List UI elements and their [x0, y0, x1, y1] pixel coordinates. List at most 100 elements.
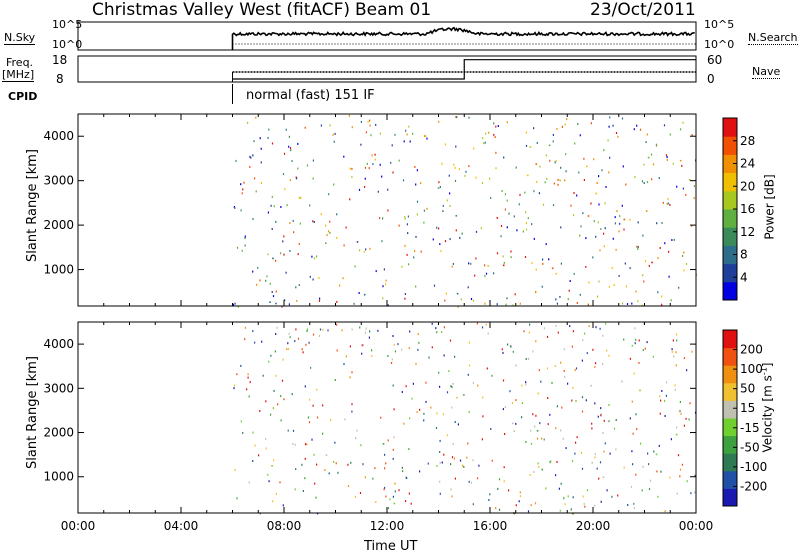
velocity-noise [361, 352, 363, 355]
power-noise [642, 234, 644, 237]
power-noise [406, 223, 408, 226]
power-noise [637, 246, 639, 248]
velocity-noise [671, 348, 673, 351]
velocity-noise [512, 350, 514, 353]
power-noise [598, 203, 600, 206]
freq-label-bottom: [MHz] [2, 68, 35, 82]
power-noise [573, 214, 575, 217]
velocity-noise [523, 330, 525, 333]
velocity-noise [676, 426, 678, 429]
velocity-noise [498, 508, 501, 511]
power-noise [513, 215, 515, 218]
power-noise [249, 155, 251, 158]
power-noise [643, 280, 645, 283]
velocity-noise [638, 361, 640, 364]
velocity-noise [537, 462, 539, 465]
velocity-noise [385, 462, 387, 465]
velocity-noise [564, 375, 566, 378]
power-noise [329, 220, 331, 223]
power-noise [656, 222, 658, 225]
power-noise [244, 235, 246, 238]
velocity-noise [252, 460, 254, 462]
power-noise [503, 156, 505, 159]
velocity-noise [677, 454, 680, 457]
power-ytick-label: 4000 [43, 129, 74, 143]
power-noise [290, 149, 292, 152]
power-noise [273, 205, 275, 208]
velocity-noise [511, 402, 514, 405]
power-noise [685, 193, 687, 196]
velocity-noise [322, 404, 324, 407]
power-noise [333, 140, 335, 143]
velocity-noise [304, 443, 307, 446]
power-noise [556, 302, 558, 305]
power-noise [270, 204, 272, 207]
power-noise [260, 182, 262, 184]
power-noise [312, 159, 314, 162]
velocity-noise [508, 489, 510, 492]
power-noise [658, 177, 660, 180]
power-cell [647, 156, 650, 159]
power-noise [328, 230, 330, 233]
cpid-label: CPID [8, 90, 38, 103]
power-noise [682, 121, 684, 124]
power-noise [438, 227, 440, 230]
velocity-noise [435, 427, 438, 429]
power-noise [691, 134, 693, 136]
velocity-noise [281, 379, 284, 382]
power-panel: 4000 3000 2000 1000 [43, 113, 697, 308]
velocity-colorbar-tick-label: -200 [740, 479, 767, 493]
power-colorbar-tick-label: 20 [740, 179, 755, 193]
power-noise [553, 182, 555, 185]
velocity-noise [310, 366, 312, 369]
velocity-noise [419, 408, 421, 411]
velocity-noise [502, 351, 504, 354]
velocity-noise [345, 355, 347, 358]
power-noise [260, 161, 262, 164]
power-noise [369, 124, 371, 127]
velocity-noise [533, 471, 535, 473]
power-noise [309, 275, 311, 278]
power-noise [506, 226, 508, 229]
velocity-noise [629, 357, 631, 360]
power-noise [426, 137, 428, 140]
velocity-noise [543, 327, 545, 330]
velocity-noise [528, 357, 530, 360]
power-noise [316, 255, 318, 258]
power-noise [392, 171, 394, 174]
power-noise [625, 183, 627, 186]
power-noise [651, 178, 653, 181]
velocity-noise [244, 338, 246, 341]
power-cell [559, 179, 561, 182]
velocity-noise [270, 354, 272, 357]
velocity-colorbar-swatch [723, 418, 737, 437]
velocity-noise [262, 374, 264, 377]
power-noise [600, 228, 602, 230]
x-tick-label: 04:00 [164, 519, 199, 533]
velocity-noise [244, 326, 246, 329]
velocity-noise [571, 345, 573, 348]
velocity-bg [78, 322, 696, 513]
power-noise [368, 167, 370, 170]
power-cell [502, 264, 505, 267]
velocity-noise [394, 482, 396, 485]
velocity-noise [359, 326, 361, 329]
power-noise [364, 166, 366, 169]
velocity-noise [675, 364, 677, 367]
velocity-cell [655, 453, 658, 456]
velocity-noise [351, 328, 353, 331]
power-noise [483, 142, 485, 145]
power-noise [468, 165, 470, 168]
velocity-noise [450, 385, 452, 388]
velocity-noise [591, 422, 593, 425]
velocity-noise [450, 463, 452, 466]
velocity-noise [525, 358, 527, 360]
power-noise [296, 299, 298, 302]
power-noise [481, 182, 484, 185]
power-noise [282, 240, 284, 243]
velocity-noise [408, 492, 410, 495]
power-noise [325, 224, 327, 227]
velocity-noise [665, 381, 668, 384]
power-noise [281, 305, 283, 308]
power-noise [533, 237, 535, 240]
